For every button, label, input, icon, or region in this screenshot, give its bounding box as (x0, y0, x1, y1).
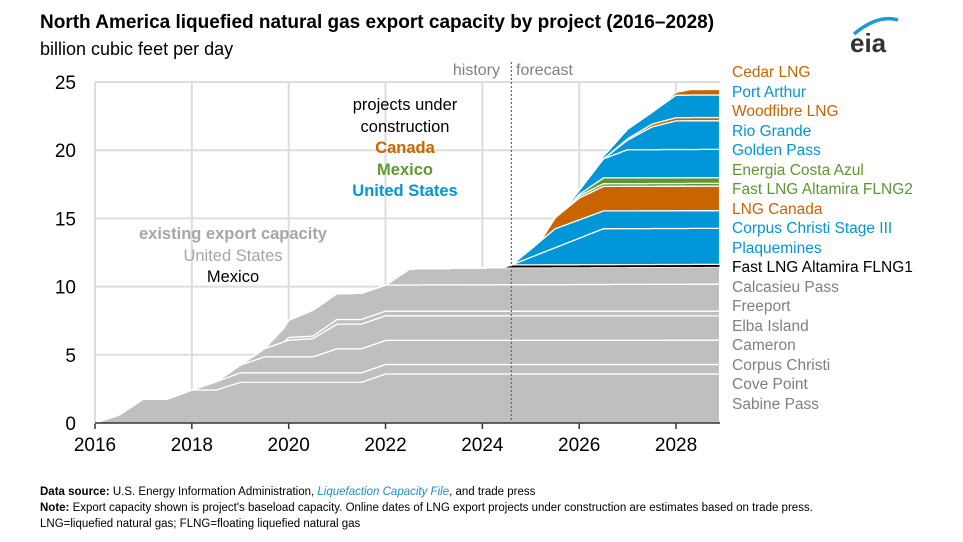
y-tick-label: 0 (65, 414, 76, 435)
legend-item: Corpus Christi (732, 356, 831, 374)
note-label: Note: (40, 502, 70, 514)
abbreviations: LNG=liquefied natural gas; FLNG=floating… (40, 518, 361, 530)
construction-mexico: Mexico (377, 160, 433, 179)
existing-us: United States (183, 246, 283, 265)
note: Note: Export capacity shown is project's… (40, 502, 813, 514)
y-tick-label: 5 (65, 346, 76, 367)
legend-item: Cedar LNG (732, 64, 811, 81)
x-tick-label: 2024 (461, 435, 504, 456)
construction-line1: projects under (352, 96, 458, 114)
y-tick-label: 10 (55, 278, 76, 299)
source-text: U.S. Energy Information Administration, (109, 486, 318, 498)
legend-item: Cameron (732, 337, 796, 354)
legend-item: Sabine Pass (732, 395, 820, 413)
x-tick-label: 2016 (74, 435, 116, 456)
existing-title: existing export capacity (139, 225, 327, 243)
source-label: Data source: (40, 486, 110, 498)
legend-item: LNG Canada (732, 200, 823, 218)
x-tick-label: 2022 (364, 435, 406, 456)
eia-logo: eia (850, 16, 899, 56)
forecast-label: forecast (516, 62, 573, 79)
svg-text:eia: eia (850, 28, 887, 56)
y-tick-label: 15 (55, 209, 76, 230)
y-tick-label: 25 (55, 73, 76, 94)
data-source: Data source: U.S. Energy Information Adm… (40, 486, 535, 498)
legend-item: Fast LNG Altamira FLNG2 (732, 181, 913, 198)
legend-item: Calcasieu Pass (732, 278, 839, 296)
legend-item: Golden Pass (732, 142, 821, 159)
existing-annotation: existing export capacity United States M… (113, 224, 353, 289)
source-tail: , and trade press (449, 486, 536, 498)
legend-item: Freeport (732, 298, 791, 315)
construction-us: United States (352, 182, 458, 200)
x-tick-label: 2028 (655, 435, 697, 456)
legend-item: Rio Grande (732, 122, 812, 140)
legend-item: Port Arthur (732, 83, 807, 101)
legend-item: Plaquemines (732, 239, 822, 257)
legend-item: Woodfibre LNG (732, 103, 839, 120)
legend-item: Energia Costa Azul (732, 161, 864, 179)
x-tick-label: 2026 (558, 435, 600, 456)
construction-annotation: projects under construction Canada Mexic… (305, 95, 505, 203)
existing-mexico: Mexico (206, 268, 260, 286)
area-sabine-pass (94, 373, 721, 424)
y-tick-label: 20 (55, 141, 76, 162)
legend-item: Corpus Christi Stage III (732, 220, 893, 237)
chart-title: North America liquefied natural gas expo… (40, 12, 715, 33)
chart-subtitle: billion cubic feet per day (40, 39, 234, 59)
legend-item: Elba Island (732, 317, 809, 335)
source-link[interactable]: Liquefaction Capacity File (317, 486, 450, 498)
legend-item: Cove Point (732, 376, 808, 393)
legend-item: Fast LNG Altamira FLNG1 (732, 259, 913, 276)
note-text: Export capacity shown is project's basel… (69, 502, 813, 514)
history-label: history (452, 62, 500, 79)
area-cedar-lng (94, 88, 721, 424)
construction-canada: Canada (375, 139, 435, 157)
x-tick-label: 2018 (171, 435, 213, 456)
x-tick-label: 2020 (268, 435, 310, 456)
construction-line2: construction (360, 117, 450, 136)
